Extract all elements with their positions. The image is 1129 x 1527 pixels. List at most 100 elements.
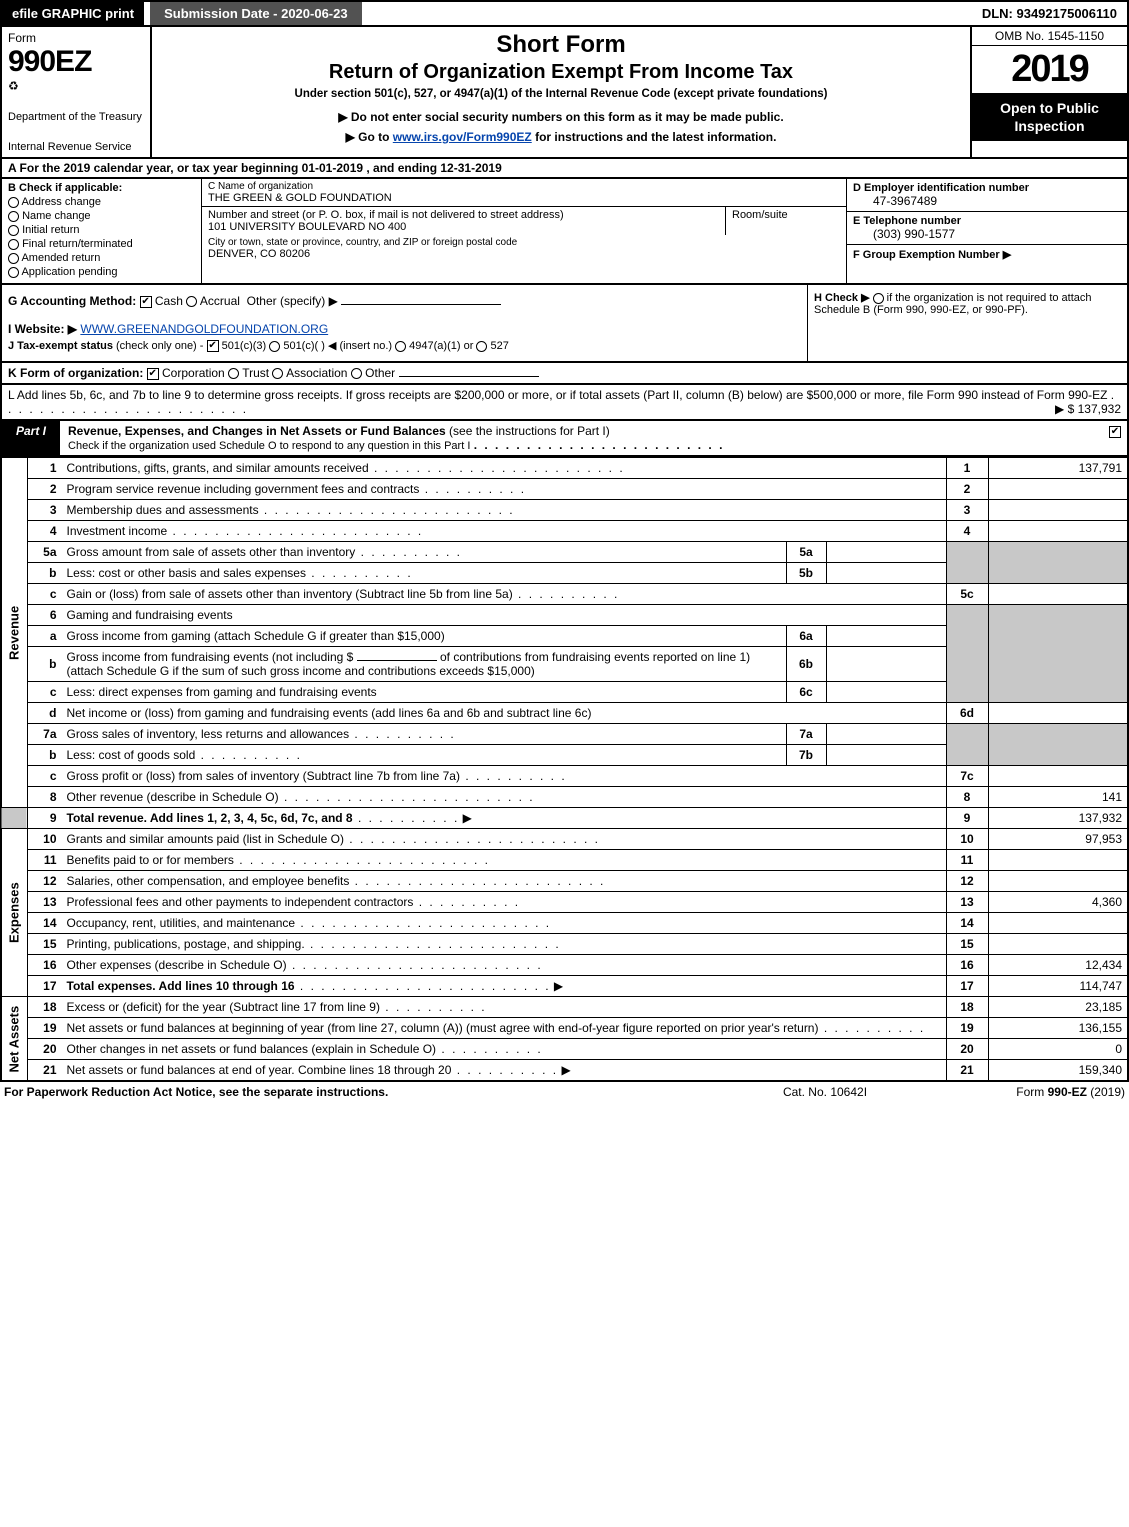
chk-application-pending[interactable]: Application pending — [8, 266, 195, 278]
chk-501c[interactable] — [269, 341, 280, 352]
line-1-num: 1 — [946, 458, 988, 479]
chk-schedule-b[interactable] — [873, 293, 884, 304]
line-21-no: 21 — [28, 1060, 62, 1082]
g-other-input[interactable] — [341, 304, 501, 305]
chk-accrual[interactable] — [186, 296, 197, 307]
part1-badge: Part I — [2, 421, 60, 455]
line-6b-input[interactable] — [357, 660, 437, 661]
table-row: 8 Other revenue (describe in Schedule O)… — [1, 787, 1128, 808]
table-row: d Net income or (loss) from gaming and f… — [1, 703, 1128, 724]
efile-print-button[interactable]: efile GRAPHIC print — [2, 2, 144, 25]
shade-5ab — [946, 542, 988, 584]
table-row: 14 Occupancy, rent, utilities, and maint… — [1, 913, 1128, 934]
chk-schedule-o-part1[interactable] — [1109, 426, 1121, 438]
line-8-no: 8 — [28, 787, 62, 808]
chk-other-org[interactable] — [351, 368, 362, 379]
table-row: 19 Net assets or fund balances at beginn… — [1, 1018, 1128, 1039]
goto-suffix: for instructions and the latest informat… — [535, 130, 776, 144]
line-6d-no: d — [28, 703, 62, 724]
section-def: D Employer identification number 47-3967… — [847, 179, 1127, 283]
chk-trust[interactable] — [228, 368, 239, 379]
phone-label: E Telephone number — [853, 215, 1121, 227]
phone-box: E Telephone number (303) 990-1577 — [847, 212, 1127, 245]
part1-title: Revenue, Expenses, and Changes in Net As… — [60, 421, 1103, 455]
header-right: OMB No. 1545-1150 2019 Open to Public In… — [972, 27, 1127, 157]
k-other-label: Other — [365, 366, 395, 380]
table-row: 2 Program service revenue including gove… — [1, 479, 1128, 500]
shade-7ab — [946, 724, 988, 766]
j-527-label: 527 — [491, 340, 509, 352]
group-exemption-label: F Group Exemption Number ▶ — [853, 249, 1011, 261]
g-other-label: Other (specify) ▶ — [247, 294, 338, 308]
submission-date-label: Submission Date - 2020-06-23 — [150, 2, 362, 25]
g-label: G Accounting Method: — [8, 294, 136, 308]
line-21-desc: Net assets or fund balances at end of ye… — [62, 1060, 947, 1082]
line-12-num: 12 — [946, 871, 988, 892]
part1-sub: Check if the organization used Schedule … — [68, 440, 470, 452]
g-accrual-label: Accrual — [200, 294, 240, 308]
j-501c3-label: 501(c)(3) — [222, 340, 267, 352]
chk-cash[interactable] — [140, 296, 152, 308]
phone-value: (303) 990-1577 — [853, 227, 1121, 241]
line-17-amt: 114,747 — [988, 976, 1128, 997]
k-other-input[interactable] — [399, 376, 539, 377]
line-5c-amt — [988, 584, 1128, 605]
i-label: I Website: ▶ — [8, 322, 77, 336]
chk-address-change[interactable]: Address change — [8, 196, 195, 208]
org-name-label: C Name of organization — [208, 181, 840, 192]
chk-corporation[interactable] — [147, 368, 159, 380]
street-value: 101 UNIVERSITY BOULEVARD NO 400 — [208, 221, 719, 233]
chk-final-return[interactable]: Final return/terminated — [8, 238, 195, 250]
line-12-amt — [988, 871, 1128, 892]
part1-checkbox-cell — [1103, 421, 1127, 455]
chk-amended-return[interactable]: Amended return — [8, 252, 195, 264]
chk-initial-return[interactable]: Initial return — [8, 224, 195, 236]
line-4-desc: Investment income — [62, 521, 947, 542]
table-row: Revenue 1 Contributions, gifts, grants, … — [1, 458, 1128, 479]
l-text: L Add lines 5b, 6c, and 7b to line 9 to … — [8, 388, 1107, 402]
website-link[interactable]: WWW.GREENANDGOLDFOUNDATION.ORG — [80, 322, 328, 336]
shade-6abc — [946, 605, 988, 703]
line-11-desc: Benefits paid to or for members — [62, 850, 947, 871]
header-left: Form 990EZ ♻ Department of the Treasury … — [2, 27, 152, 157]
line-4-amt — [988, 521, 1128, 542]
part1-dots — [474, 438, 725, 452]
line-3-amt — [988, 500, 1128, 521]
chk-501c3[interactable] — [207, 340, 219, 352]
table-row: Net Assets 18 Excess or (deficit) for th… — [1, 997, 1128, 1018]
section-b: B Check if applicable: Address change Na… — [2, 179, 202, 283]
line-5a-subval — [826, 542, 946, 563]
k-assoc-label: Association — [286, 366, 347, 380]
footer-paperwork-notice: For Paperwork Reduction Act Notice, see … — [4, 1085, 725, 1099]
table-row: 9 Total revenue. Add lines 1, 2, 3, 4, 5… — [1, 808, 1128, 829]
line-1-desc: Contributions, gifts, grants, and simila… — [62, 458, 947, 479]
section-c: C Name of organization THE GREEN & GOLD … — [202, 179, 847, 283]
header-center: Short Form Return of Organization Exempt… — [152, 27, 972, 157]
street-label: Number and street (or P. O. box, if mail… — [208, 209, 719, 221]
line-7a-desc: Gross sales of inventory, less returns a… — [62, 724, 787, 745]
table-row: 3 Membership dues and assessments 3 — [1, 500, 1128, 521]
irs-form-link[interactable]: www.irs.gov/Form990EZ — [393, 130, 532, 144]
omb-number: OMB No. 1545-1150 — [972, 27, 1127, 46]
line-17-no: 17 — [28, 976, 62, 997]
line-17-desc: Total expenses. Add lines 10 through 16 … — [62, 976, 947, 997]
line-21-num: 21 — [946, 1060, 988, 1082]
line-6c-subval — [826, 682, 946, 703]
line-3-desc: Membership dues and assessments — [62, 500, 947, 521]
netassets-side-label: Net Assets — [1, 997, 28, 1082]
line-7a-no: 7a — [28, 724, 62, 745]
line-16-desc: Other expenses (describe in Schedule O) — [62, 955, 947, 976]
line-12-no: 12 — [28, 871, 62, 892]
line-12-desc: Salaries, other compensation, and employ… — [62, 871, 947, 892]
chk-association[interactable] — [272, 368, 283, 379]
line-2-amt — [988, 479, 1128, 500]
chk-4947[interactable] — [395, 341, 406, 352]
line-8-num: 8 — [946, 787, 988, 808]
chk-name-change[interactable]: Name change — [8, 210, 195, 222]
line-21-amt: 159,340 — [988, 1060, 1128, 1082]
chk-527[interactable] — [476, 341, 487, 352]
line-11-no: 11 — [28, 850, 62, 871]
table-row: 7a Gross sales of inventory, less return… — [1, 724, 1128, 745]
j-501c-label: 501(c)( ) ◀ (insert no.) — [283, 340, 392, 352]
dln-label: DLN: 93492175006110 — [972, 2, 1127, 25]
